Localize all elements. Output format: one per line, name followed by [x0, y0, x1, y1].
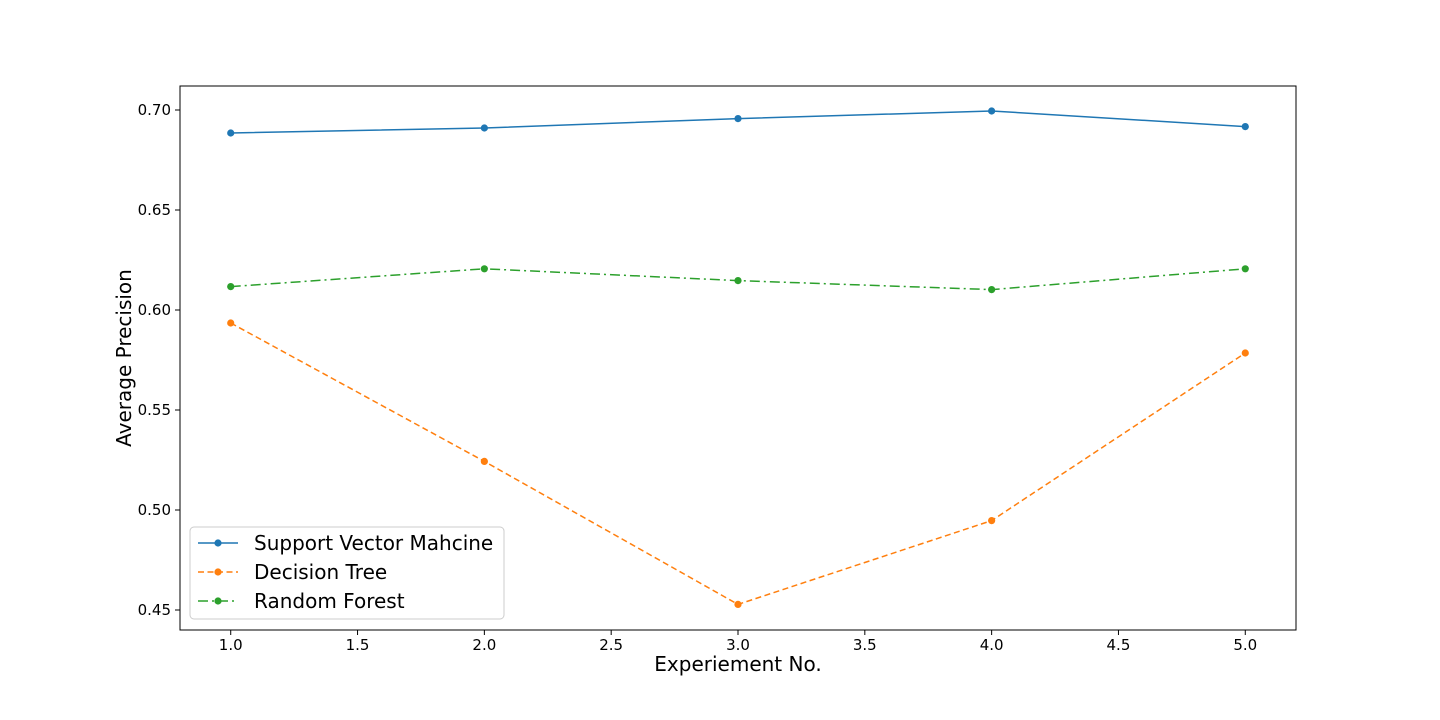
- x-tick-label: 3.5: [853, 636, 877, 654]
- data-point: [480, 457, 488, 465]
- x-tick-label: 4.5: [1107, 636, 1131, 654]
- legend-entry: Support Vector Mahcine: [198, 531, 493, 555]
- data-point: [480, 265, 488, 273]
- x-tick-label: 2.0: [472, 636, 496, 654]
- legend-entry: Random Forest: [198, 589, 405, 613]
- legend-label: Support Vector Mahcine: [254, 531, 493, 555]
- data-point: [988, 107, 996, 115]
- series-3: [227, 265, 1249, 294]
- x-tick-label: 1.5: [346, 636, 370, 654]
- y-tick-label: 0.45: [138, 601, 171, 619]
- legend-box: [189, 526, 505, 620]
- data-point: [1241, 265, 1249, 273]
- series-1: [227, 107, 1249, 137]
- x-tick-label: 5.0: [1233, 636, 1257, 654]
- data-point: [734, 277, 742, 285]
- legend-marker: [214, 597, 222, 605]
- legend-marker: [214, 568, 222, 576]
- y-tick-label: 0.55: [138, 401, 171, 419]
- data-point: [1241, 349, 1249, 357]
- y-tick-label: 0.65: [138, 201, 171, 219]
- x-axis-ticks: 1.0 1.5 2.0 2.5 3.0 3.5 4.0 4.5 5.0: [219, 630, 1257, 654]
- data-point: [734, 600, 742, 609]
- x-axis-label: Experiement No.: [654, 652, 821, 676]
- y-tick-label: 0.50: [138, 501, 171, 519]
- data-point: [227, 283, 235, 291]
- x-tick-label: 1.0: [219, 636, 243, 654]
- data-point: [480, 124, 488, 132]
- legend-marker: [214, 539, 222, 547]
- data-point: [227, 319, 235, 327]
- y-tick-label: 0.60: [138, 301, 171, 319]
- legend: Support Vector Mahcine Decision Tree Rando…: [189, 526, 505, 620]
- data-point: [1241, 123, 1249, 131]
- y-tick-label: 0.70: [138, 101, 171, 119]
- x-tick-label: 2.5: [599, 636, 623, 654]
- data-point: [734, 115, 742, 123]
- data-point: [988, 286, 996, 294]
- y-axis-ticks: 0.45 0.50 0.55 0.60 0.65 0.70: [138, 101, 180, 619]
- legend-label: Random Forest: [254, 589, 405, 613]
- data-point: [988, 517, 996, 525]
- data-point: [227, 129, 235, 137]
- plot-layer: [227, 107, 1249, 609]
- y-axis-label: Average Precision: [112, 269, 136, 447]
- x-tick-label: 3.0: [726, 636, 750, 654]
- legend-label: Decision Tree: [254, 560, 387, 584]
- x-tick-label: 4.0: [980, 636, 1004, 654]
- series-2: [227, 319, 1249, 609]
- legend-entry: Decision Tree: [198, 560, 387, 584]
